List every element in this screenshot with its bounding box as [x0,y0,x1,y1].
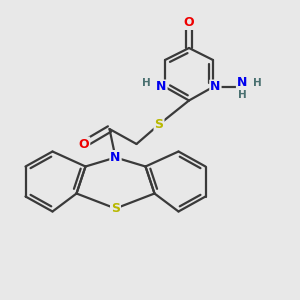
Text: O: O [79,137,89,151]
Text: S: S [154,118,164,131]
Text: O: O [184,16,194,29]
Text: N: N [156,80,167,94]
Text: H: H [253,77,262,88]
Text: N: N [210,80,220,94]
Text: H: H [238,89,247,100]
Text: H: H [142,77,151,88]
Text: N: N [237,76,247,89]
Text: N: N [110,151,121,164]
Text: S: S [111,202,120,215]
